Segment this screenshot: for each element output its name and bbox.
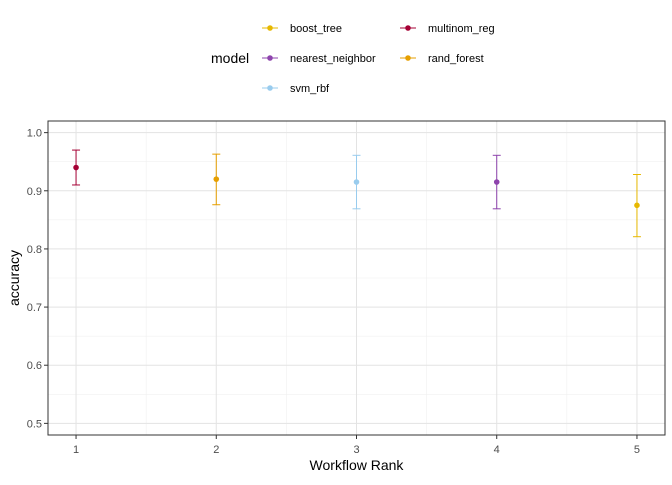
legend: model boost_tree multinom_reg nearest_neigh… bbox=[211, 23, 495, 95]
axes: 1 2 3 4 5 0.5 0.6 0.7 0.8 0.9 1.0 bbox=[27, 128, 640, 456]
point-multinom_reg bbox=[73, 164, 79, 171]
legend-key-point bbox=[267, 85, 273, 91]
errorbar-rand_forest bbox=[212, 153, 221, 206]
legend-key-point bbox=[267, 25, 273, 31]
point-svm_rbf bbox=[353, 179, 360, 185]
legend-item-nearest_neighbor: nearest_neighbor bbox=[262, 53, 376, 65]
legend-key-point bbox=[405, 25, 411, 31]
data-marks bbox=[72, 149, 641, 238]
point-boost_tree bbox=[634, 202, 640, 209]
legend-title: model bbox=[211, 50, 249, 66]
x-tick-label: 2 bbox=[213, 444, 219, 456]
legend-key-point bbox=[405, 55, 411, 61]
legend-label: multinom_reg bbox=[428, 23, 495, 35]
x-tick-label: 4 bbox=[494, 444, 500, 456]
y-tick-label: 0.9 bbox=[27, 186, 42, 198]
legend-label: nearest_neighbor bbox=[290, 53, 376, 65]
legend-label: svm_rbf bbox=[290, 83, 330, 95]
x-axis-title: Workflow Rank bbox=[310, 457, 405, 473]
point-rand_forest bbox=[213, 176, 220, 182]
point-nearest_neighbor bbox=[493, 179, 500, 185]
errorbar-multinom_reg bbox=[72, 149, 81, 186]
legend-label: rand_forest bbox=[428, 53, 484, 65]
errorbar-nearest_neighbor bbox=[492, 154, 501, 210]
errorbar-boost_tree bbox=[632, 173, 641, 238]
legend-item-boost_tree: boost_tree bbox=[262, 23, 342, 35]
legend-item-svm_rbf: svm_rbf bbox=[262, 83, 330, 95]
legend-item-multinom_reg: multinom_reg bbox=[400, 23, 495, 35]
x-tick-label: 5 bbox=[634, 444, 640, 456]
y-tick-label: 0.5 bbox=[27, 418, 42, 430]
legend-item-rand_forest: rand_forest bbox=[400, 53, 484, 65]
y-tick-label: 1.0 bbox=[27, 128, 42, 140]
legend-label: boost_tree bbox=[290, 23, 342, 35]
x-tick-label: 1 bbox=[73, 444, 79, 456]
errorbar-svm_rbf bbox=[352, 154, 361, 210]
y-tick-label: 0.7 bbox=[27, 302, 42, 314]
y-axis-title: accuracy bbox=[6, 250, 22, 306]
y-tick-label: 0.8 bbox=[27, 244, 42, 256]
legend-key-point bbox=[267, 55, 273, 61]
y-tick-label: 0.6 bbox=[27, 360, 42, 372]
x-tick-label: 3 bbox=[353, 444, 359, 456]
